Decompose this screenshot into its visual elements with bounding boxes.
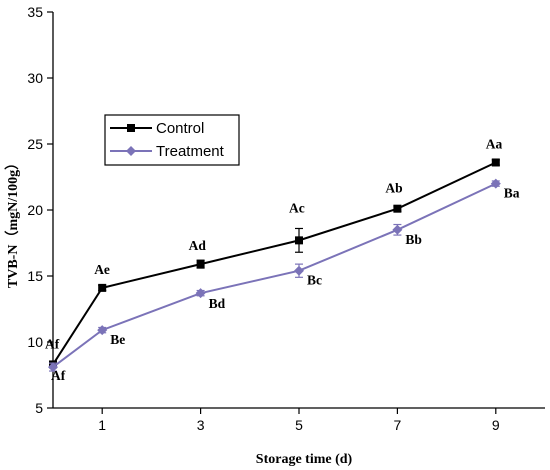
data-label: Be xyxy=(110,332,125,347)
data-label: Aa xyxy=(486,136,503,151)
data-point xyxy=(195,288,206,299)
y-tick-label: 5 xyxy=(35,400,43,416)
x-axis-title: Storage time (d) xyxy=(256,452,353,467)
data-point xyxy=(491,158,500,167)
legend-items: Control Treatment xyxy=(110,120,225,160)
data-label: Bb xyxy=(405,232,422,247)
y-tick-label: 25 xyxy=(27,136,43,152)
series-line xyxy=(52,161,497,365)
data-label: Ba xyxy=(504,186,520,201)
x-tick-label: 3 xyxy=(197,417,205,433)
x-tick-label: 7 xyxy=(394,417,402,433)
y-tick-label: 35 xyxy=(27,4,43,20)
data-point xyxy=(490,178,501,189)
x-axis-ticks: 1 3 5 7 9 xyxy=(98,408,500,433)
data-point xyxy=(294,265,304,276)
x-tick-label: 1 xyxy=(98,417,106,433)
data-point xyxy=(196,260,205,269)
data-label: Ae xyxy=(94,262,110,277)
legend: Control Treatment xyxy=(104,114,240,166)
data-label: Ac xyxy=(289,200,305,215)
data-label: Af xyxy=(51,368,66,383)
data-point xyxy=(392,224,403,235)
legend-marker xyxy=(127,124,135,132)
data-label: Bd xyxy=(209,296,226,311)
legend-box xyxy=(104,114,240,166)
legend-label: Control xyxy=(156,120,204,137)
data-point xyxy=(295,236,303,245)
data-label: Af xyxy=(45,336,60,351)
y-axis-ticks: 5 10 15 20 25 30 35 xyxy=(27,4,53,416)
legend-label: Treatment xyxy=(156,143,225,160)
data-label: Bc xyxy=(307,273,322,288)
legend-marker xyxy=(126,146,136,156)
y-tick-label: 30 xyxy=(27,70,43,86)
data-point xyxy=(97,325,108,336)
data-label: Ad xyxy=(189,238,207,253)
y-tick-label: 10 xyxy=(27,334,43,350)
y-tick-label: 15 xyxy=(27,268,43,284)
data-point xyxy=(393,204,402,213)
data-label: Ab xyxy=(385,181,402,196)
series-treatment: Af Be Bd Bc Bb Ba xyxy=(48,178,520,383)
x-tick-label: 5 xyxy=(295,417,303,433)
data-point xyxy=(98,283,107,292)
x-tick-label: 9 xyxy=(492,417,500,433)
y-axis-title: TVB-N（mgN/100g） xyxy=(5,156,21,288)
y-tick-label: 20 xyxy=(27,202,43,218)
series-line xyxy=(52,182,497,368)
data-point xyxy=(48,362,58,373)
series-layer: Af Ae Ad Ac Ab Aa Af Be Bd Bc Bb Ba xyxy=(45,136,520,383)
